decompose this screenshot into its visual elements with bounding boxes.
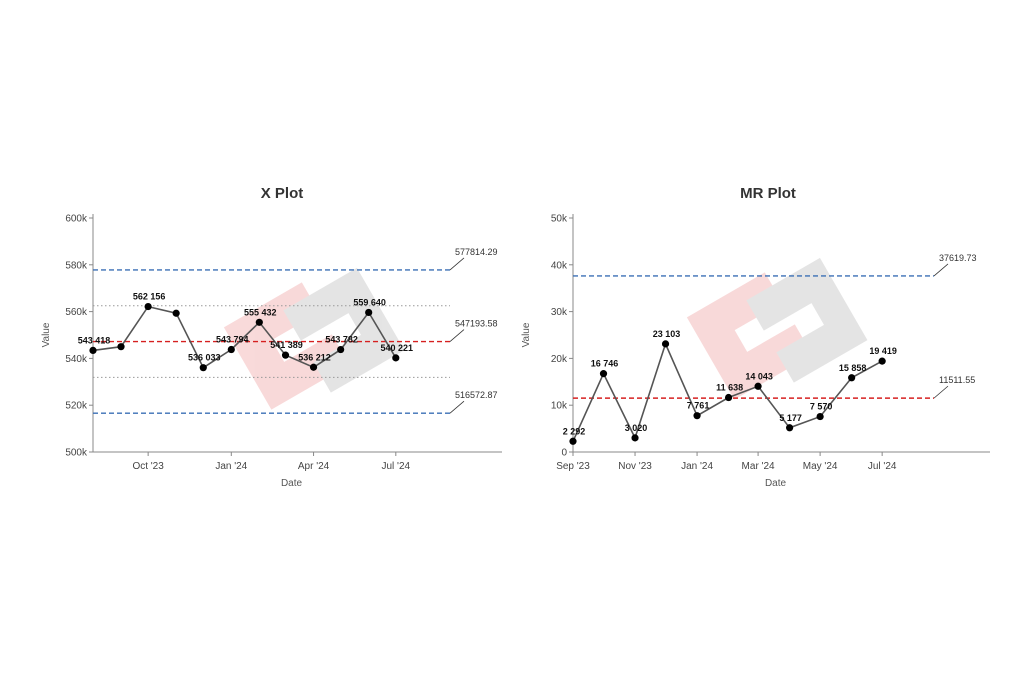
x-axis-label: Date bbox=[765, 478, 787, 489]
y-tick-label: 50k bbox=[551, 214, 568, 225]
data-label: 11 638 bbox=[716, 383, 743, 393]
data-point bbox=[724, 393, 733, 402]
control-limit-label: 37619.73 bbox=[939, 253, 977, 263]
x-tick-label: May '24 bbox=[803, 461, 838, 472]
y-axis-label: Value bbox=[521, 322, 532, 347]
watermark-shape bbox=[686, 272, 813, 400]
control-limit-label: 577814.29 bbox=[455, 247, 498, 257]
limit-leader bbox=[449, 329, 465, 342]
y-tick-label: 580k bbox=[65, 260, 88, 271]
y-tick-label: 40k bbox=[551, 260, 568, 271]
limit-leader bbox=[933, 385, 949, 399]
data-point bbox=[569, 437, 577, 445]
control-limit-label: 516572.87 bbox=[455, 390, 498, 400]
y-tick-label: 520k bbox=[65, 401, 88, 412]
data-label: 2 292 bbox=[563, 426, 586, 436]
y-tick-label: 500k bbox=[65, 448, 88, 459]
data-label: 541 389 bbox=[270, 340, 303, 350]
data-point bbox=[117, 343, 125, 351]
data-point bbox=[661, 340, 670, 348]
data-label: 536 212 bbox=[298, 352, 331, 362]
watermark-shape bbox=[283, 267, 405, 393]
watermark-logo bbox=[223, 267, 405, 410]
mr-plot-chart: MR Plot 0 10k 20k 30k 40k 50k Value Sep '23 Nov '… bbox=[521, 185, 990, 489]
data-label: 16 746 bbox=[591, 359, 619, 369]
data-point bbox=[337, 345, 345, 354]
data-label: 7 761 bbox=[687, 401, 710, 411]
watermark-logo bbox=[686, 257, 868, 400]
limit-leader bbox=[449, 400, 465, 414]
series-line bbox=[92, 305, 397, 369]
x-tick-label: Jul '24 bbox=[868, 461, 897, 472]
data-label: 559 640 bbox=[353, 297, 386, 307]
data-label: 543 418 bbox=[78, 335, 111, 345]
x-tick-label: Jan '24 bbox=[215, 461, 247, 472]
y-tick-label: 0 bbox=[561, 448, 567, 459]
x-tick-label: Nov '23 bbox=[618, 461, 652, 472]
x-plot-chart: X Plot 500k 520k 540k 560k 580k 600k Value Oct '… bbox=[41, 185, 502, 489]
data-point bbox=[144, 302, 152, 311]
data-point bbox=[199, 364, 207, 372]
data-point bbox=[816, 412, 824, 421]
y-tick-label: 540k bbox=[65, 354, 88, 365]
x-tick-label: Oct '23 bbox=[132, 461, 164, 472]
data-label: 19 419 bbox=[869, 346, 897, 356]
data-point bbox=[848, 374, 856, 382]
x-tick-label: Jan '24 bbox=[681, 461, 713, 472]
data-label: 543 782 bbox=[325, 335, 358, 345]
data-point bbox=[599, 370, 608, 378]
data-label: 15 858 bbox=[839, 363, 867, 373]
y-tick-label: 30k bbox=[551, 307, 568, 318]
data-label: 7 570 bbox=[810, 402, 833, 412]
data-label: 555 432 bbox=[244, 307, 277, 317]
data-point bbox=[255, 318, 263, 326]
data-label: 14 043 bbox=[745, 371, 773, 381]
data-point bbox=[172, 309, 180, 317]
data-label: 5 177 bbox=[779, 413, 802, 423]
control-limit-label: 11511.55 bbox=[939, 375, 975, 385]
data-point bbox=[309, 363, 318, 371]
watermark-shape bbox=[746, 257, 868, 383]
y-tick-label: 600k bbox=[65, 214, 88, 225]
x-tick-label: Sep '23 bbox=[556, 461, 590, 472]
data-label: 536 033 bbox=[188, 353, 221, 363]
data-point bbox=[89, 346, 97, 355]
data-point bbox=[693, 412, 701, 420]
data-point bbox=[878, 357, 886, 365]
y-tick-label: 20k bbox=[551, 354, 568, 365]
control-limit-label: 547193.58 bbox=[455, 319, 498, 329]
x-tick-label: Apr '24 bbox=[298, 461, 330, 472]
x-tick-label: Mar '24 bbox=[742, 461, 775, 472]
data-point bbox=[631, 434, 639, 442]
chart-title: X Plot bbox=[261, 185, 304, 202]
limit-leader bbox=[933, 263, 949, 277]
x-tick-label: Jul '24 bbox=[382, 461, 411, 472]
x-axis-label: Date bbox=[281, 478, 303, 489]
data-label: 3 020 bbox=[625, 423, 648, 433]
data-point bbox=[365, 308, 373, 317]
data-point bbox=[754, 382, 762, 390]
data-point bbox=[786, 424, 794, 432]
data-label: 562 156 bbox=[133, 292, 166, 302]
chart-title: MR Plot bbox=[740, 185, 796, 202]
data-point bbox=[227, 345, 235, 354]
y-tick-label: 10k bbox=[551, 401, 568, 412]
data-label: 23 103 bbox=[653, 329, 681, 339]
data-label: 540 221 bbox=[381, 343, 414, 353]
limit-leader bbox=[449, 257, 465, 271]
y-tick-label: 560k bbox=[65, 307, 88, 318]
y-axis-label: Value bbox=[41, 322, 52, 347]
data-point bbox=[281, 351, 290, 359]
data-label: 543 794 bbox=[216, 335, 249, 345]
data-point bbox=[392, 354, 400, 362]
